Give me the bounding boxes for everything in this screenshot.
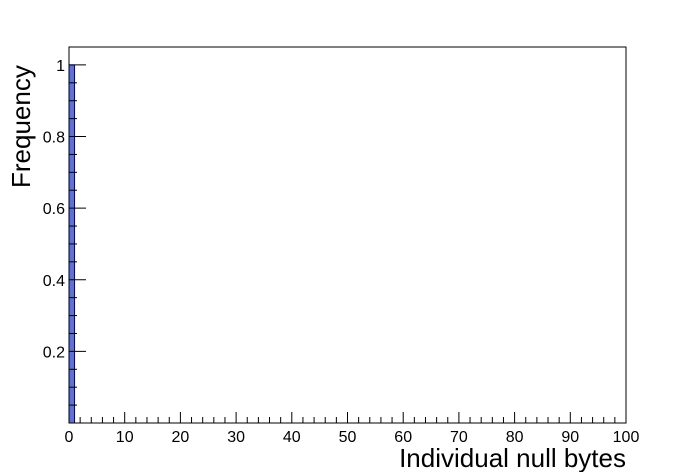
x-tick-label: 0 — [65, 429, 74, 446]
x-tick-label: 50 — [339, 429, 357, 446]
x-tick-label: 90 — [561, 429, 579, 446]
x-tick-label: 80 — [506, 429, 524, 446]
y-axis-tick-labels: 0.2 0.4 0.6 0.8 1 — [43, 58, 65, 361]
x-tick-label: 70 — [450, 429, 468, 446]
y-tick-label: 0.2 — [43, 344, 65, 361]
y-axis-ticks — [69, 46, 86, 406]
y-tick-label: 0.8 — [43, 130, 65, 147]
x-axis-tick-labels: 0 10 20 30 40 50 60 70 80 90 100 — [65, 429, 640, 446]
x-tick-label: 20 — [172, 429, 190, 446]
x-tick-label: 10 — [116, 429, 134, 446]
x-axis-title: Individual null bytes — [399, 443, 626, 472]
x-tick-label: 60 — [394, 429, 412, 446]
x-tick-label: 30 — [227, 429, 245, 446]
x-tick-label: 100 — [613, 429, 640, 446]
y-tick-label: 0.4 — [43, 273, 65, 290]
x-axis-ticks — [68, 412, 627, 423]
x-tick-label: 40 — [283, 429, 301, 446]
plot-frame — [68, 46, 627, 424]
y-tick-label: 0.6 — [43, 201, 65, 218]
y-tick-label: 1 — [56, 58, 65, 75]
y-axis-title: Frequency — [6, 65, 36, 188]
